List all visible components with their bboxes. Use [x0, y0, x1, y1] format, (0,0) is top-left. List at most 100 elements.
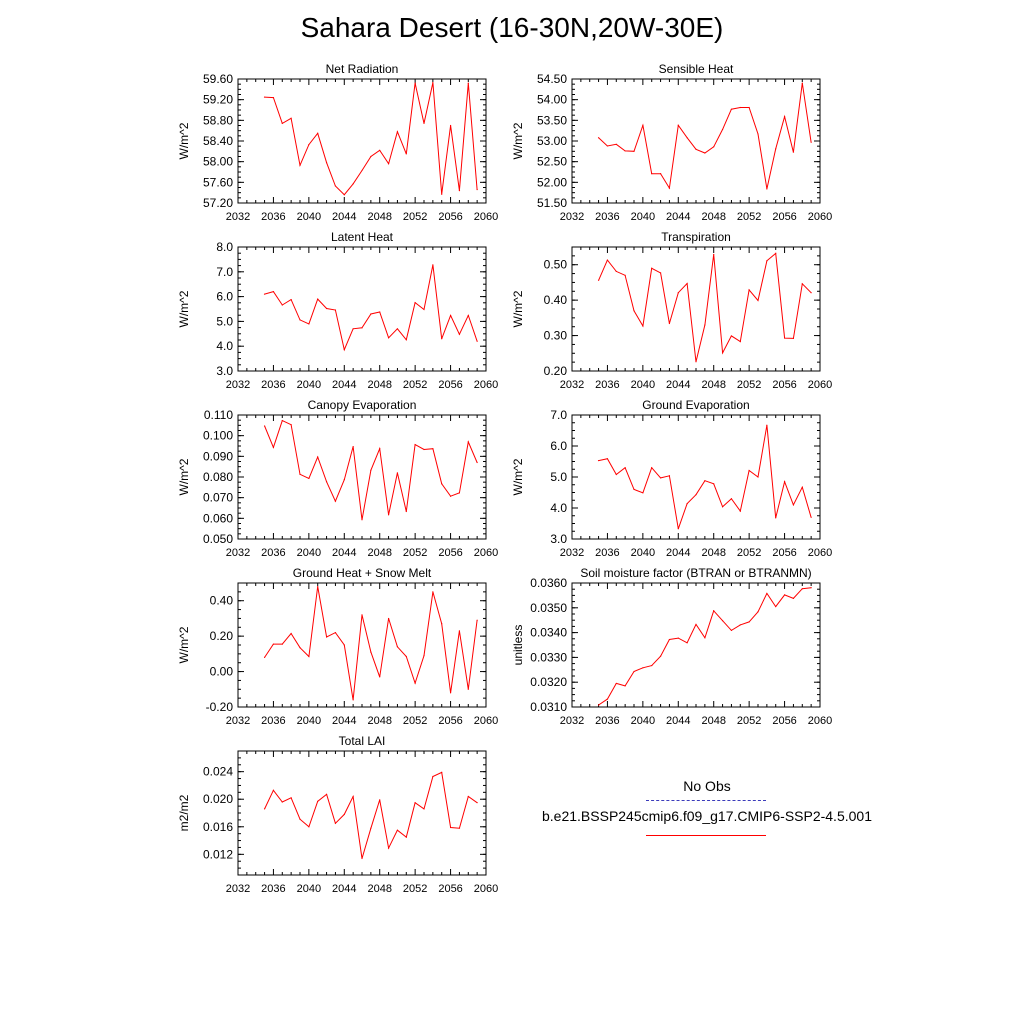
data-point — [801, 588, 803, 590]
data-point — [668, 322, 671, 325]
data-point — [721, 128, 724, 131]
data-point — [792, 504, 795, 506]
panel-1: Sensible Heat 2032 2036 2040 2044 2048 2052 205… — [511, 62, 832, 223]
data-point — [739, 106, 741, 109]
x-tick-label: 2036 — [261, 883, 285, 895]
data-point — [810, 516, 812, 518]
panel-0: Net Radiation 2032 2036 2040 2044 2048 2052 205… — [177, 62, 498, 223]
data-point — [633, 310, 635, 312]
data-point — [414, 301, 416, 304]
data-point — [730, 498, 733, 500]
data-point — [423, 308, 425, 311]
x-tick-label: 2044 — [332, 715, 356, 727]
data-point — [414, 82, 416, 84]
data-point — [642, 667, 644, 669]
y-tick-label: 0.020 — [203, 792, 233, 806]
data-point — [396, 646, 399, 648]
x-tick-label: 2032 — [226, 211, 250, 223]
x-tick-label: 2036 — [261, 547, 285, 559]
data-point — [290, 632, 292, 635]
y-tick-label: 0.0330 — [530, 650, 567, 664]
panel-title: Total LAI — [339, 734, 386, 748]
x-tick-label: 2040 — [297, 211, 321, 223]
data-point — [642, 492, 644, 494]
y-tick-label: 53.00 — [537, 134, 567, 148]
data-point — [361, 169, 363, 172]
data-point — [467, 314, 469, 317]
data-point — [396, 131, 399, 133]
x-tick-label: 2056 — [772, 211, 796, 223]
data-point — [423, 808, 425, 810]
x-tick-label: 2044 — [332, 379, 356, 391]
data-point — [713, 146, 715, 148]
x-tick-label: 2052 — [403, 715, 427, 727]
data-point — [668, 187, 671, 189]
data-point — [379, 149, 381, 151]
data-point — [387, 163, 390, 165]
data-point — [766, 188, 768, 190]
y-axis-label: W/m^2 — [177, 290, 191, 327]
x-tick-label: 2036 — [261, 379, 285, 391]
data-point — [396, 829, 399, 831]
x-tick-label: 2040 — [631, 715, 655, 727]
y-tick-label: 58.40 — [203, 134, 233, 148]
data-point — [299, 473, 301, 475]
x-tick-label: 2044 — [332, 547, 356, 559]
plot-frame — [237, 246, 487, 372]
data-point — [642, 325, 644, 327]
data-point — [343, 479, 345, 481]
data-point — [757, 299, 759, 302]
data-point — [352, 328, 354, 330]
legend-line-no-obs — [646, 800, 766, 801]
data-point — [334, 822, 337, 824]
data-point — [308, 655, 310, 658]
x-tick-label: 2040 — [631, 379, 655, 391]
data-point — [263, 293, 266, 295]
y-tick-label: 54.00 — [537, 93, 567, 107]
data-point — [432, 591, 434, 593]
data-point — [441, 483, 443, 485]
data-point — [343, 813, 345, 815]
x-tick-label: 2060 — [474, 883, 498, 895]
data-point — [730, 629, 733, 631]
plot-frame — [571, 582, 821, 708]
x-tick-label: 2036 — [595, 379, 619, 391]
x-tick-label: 2040 — [631, 547, 655, 559]
panel-title: Ground Evaporation — [642, 398, 749, 412]
data-point — [748, 106, 750, 109]
x-tick-label: 2060 — [474, 715, 498, 727]
data-point — [414, 443, 416, 446]
data-point — [387, 514, 390, 516]
data-point — [783, 481, 786, 483]
data-point — [449, 495, 452, 497]
x-tick-label: 2048 — [367, 547, 391, 559]
data-point — [730, 335, 733, 337]
y-tick-label: 0.40 — [544, 293, 568, 307]
data-point — [677, 124, 679, 126]
y-axis-label: W/m^2 — [177, 626, 191, 663]
data-point — [695, 623, 697, 626]
data-point — [704, 152, 706, 154]
data-point — [458, 333, 461, 335]
data-point — [597, 137, 600, 139]
panel-6: Ground Heat + Snow Melt 2032 2036 2040 2044 2… — [177, 566, 498, 727]
data-point — [370, 469, 372, 471]
y-tick-label: 0.100 — [203, 429, 233, 443]
y-tick-label: 3.0 — [550, 532, 567, 546]
data-point — [721, 620, 724, 622]
data-point — [624, 150, 626, 152]
data-point — [414, 802, 416, 804]
data-point — [686, 137, 688, 139]
data-point — [352, 446, 354, 448]
data-point — [405, 836, 407, 838]
data-point — [695, 148, 697, 150]
y-axis-label: W/m^2 — [177, 458, 191, 495]
panel-title: Transpiration — [661, 230, 731, 244]
y-tick-label: 4.0 — [216, 339, 233, 353]
data-point — [651, 664, 653, 667]
y-tick-label: 6.0 — [216, 290, 233, 304]
y-tick-label: 0.0310 — [530, 700, 567, 714]
data-point — [387, 617, 390, 620]
data-point — [334, 309, 337, 311]
